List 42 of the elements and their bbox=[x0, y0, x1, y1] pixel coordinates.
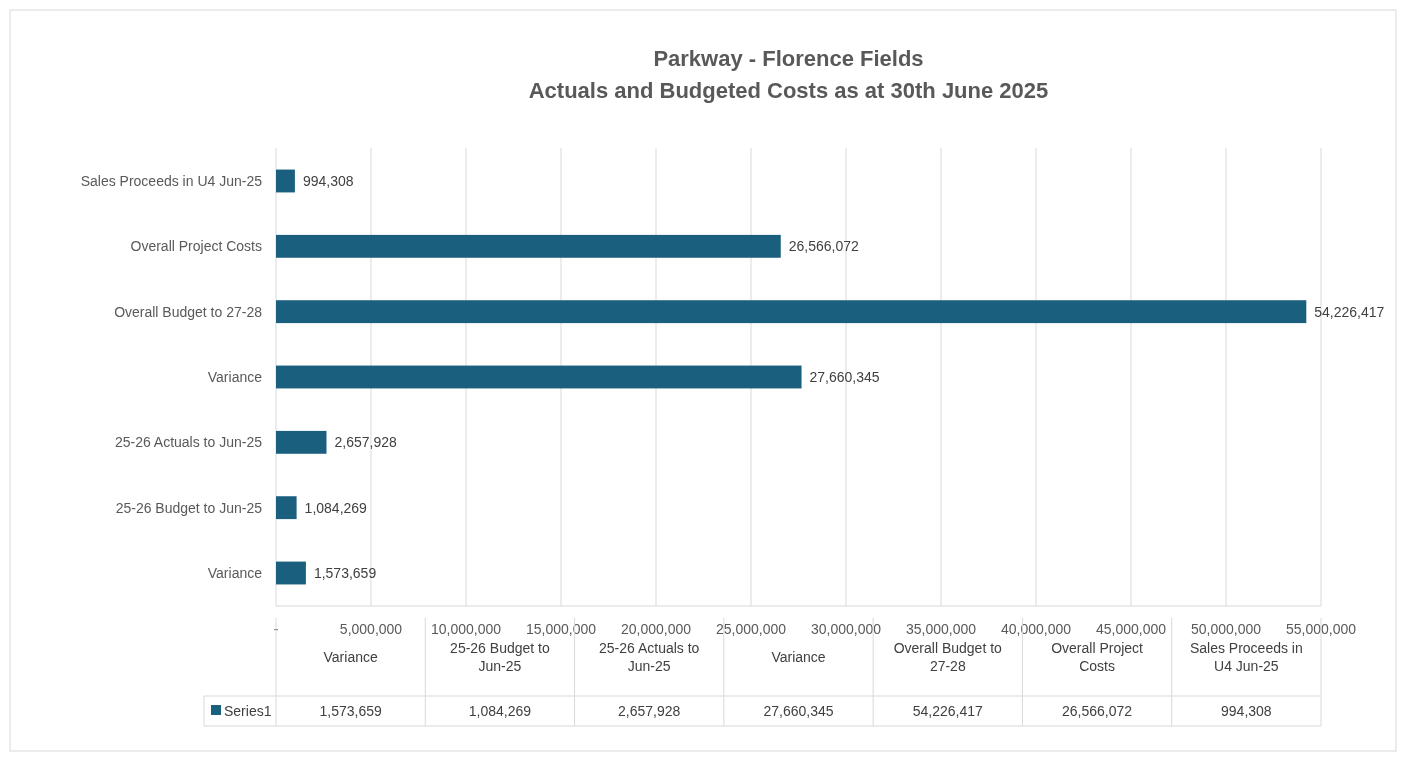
data-label: 994,308 bbox=[302, 172, 354, 189]
y-tick-label: Overall Project Costs bbox=[130, 238, 262, 255]
category-label: Sales Proceeds in U4 Jun-25 bbox=[1189, 640, 1303, 674]
x-tick-label: 25,000,000 bbox=[715, 621, 787, 637]
text: 1,573,659 bbox=[319, 703, 382, 719]
x-tick-label: 20,000,000 bbox=[620, 621, 692, 637]
text: 994,308 bbox=[1221, 703, 1272, 719]
data-label: 54,226,417 bbox=[1314, 303, 1385, 320]
x-tick-label: 35,000,000 bbox=[905, 621, 977, 637]
text: 26,566,072 bbox=[1062, 703, 1133, 719]
x-tick-label: 15,000,000 bbox=[525, 621, 597, 637]
x-tick-label: 10,000,000 bbox=[430, 621, 502, 637]
data-label: 1,084,269 bbox=[304, 499, 368, 516]
data-label: 2,657,928 bbox=[334, 434, 397, 451]
text: 27,660,345 bbox=[763, 703, 834, 719]
category-label: Overall Budget to 27-28 bbox=[893, 640, 1002, 674]
category-label: Variance bbox=[771, 649, 826, 665]
text: 2,657,928 bbox=[618, 703, 681, 719]
x-tick-label: 55,000,000 bbox=[1285, 621, 1357, 637]
text: 54,226,417 bbox=[912, 703, 983, 719]
x-tick-label: - bbox=[273, 621, 279, 637]
y-tick-label: Variance bbox=[207, 369, 263, 385]
x-tick-label: 5,000,000 bbox=[339, 621, 403, 637]
y-tick-label: 25-26 Actuals to Jun-25 bbox=[114, 434, 263, 451]
category-label: 25-26 Budget to Jun-25 bbox=[450, 640, 550, 674]
data-label: 26,566,072 bbox=[788, 238, 860, 255]
y-tick-label: 25-26 Budget to Jun-25 bbox=[115, 499, 263, 516]
x-tick-label: 45,000,000 bbox=[1095, 621, 1167, 637]
text: 1,084,269 bbox=[468, 703, 532, 719]
category-label: Variance bbox=[323, 649, 378, 665]
x-tick-label: 40,000,000 bbox=[1000, 621, 1072, 637]
x-tick-label: 30,000,000 bbox=[810, 621, 882, 637]
y-tick-label: Sales Proceeds in U4 Jun-25 bbox=[80, 172, 263, 189]
data-label: 27,660,345 bbox=[809, 369, 880, 385]
y-tick-label: Overall Budget to 27-28 bbox=[114, 303, 263, 320]
data-label: 1,573,659 bbox=[313, 565, 377, 582]
legend-label: Series1 bbox=[224, 703, 272, 719]
category-label: 25-26 Actuals to Jun-25 bbox=[599, 640, 700, 674]
y-tick-label: Variance bbox=[207, 565, 263, 582]
category-label: Overall Project Costs bbox=[1051, 640, 1143, 674]
chart-title: Parkway - Florence Fields Actuals and Budgeted Costs as at 30th June 2025 bbox=[528, 46, 1049, 103]
x-tick-label: 50,000,000 bbox=[1190, 621, 1262, 637]
